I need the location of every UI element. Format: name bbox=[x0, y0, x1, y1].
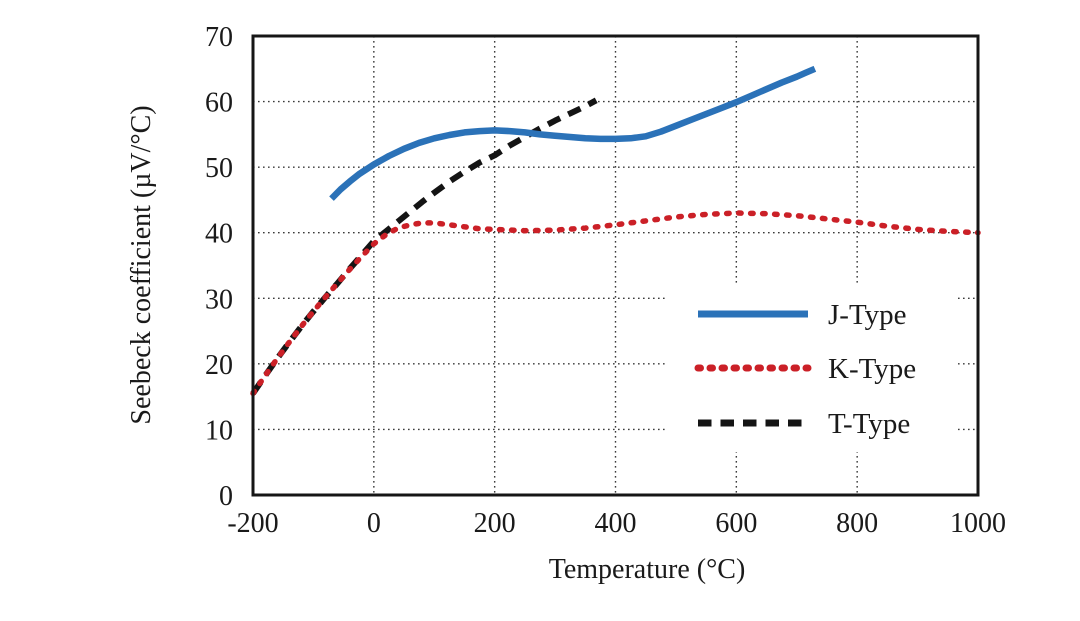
x-tick-label-1000: 1000 bbox=[950, 508, 1006, 539]
legend: J-Type K-Type T-Type bbox=[694, 299, 916, 440]
x-tick-label-200: 200 bbox=[474, 508, 516, 539]
series-line-k-type bbox=[250, 210, 981, 397]
y-tick-label-30: 30 bbox=[205, 284, 233, 315]
x-axis-title: Temperature (°C) bbox=[549, 554, 746, 585]
y-tick-label-40: 40 bbox=[205, 219, 233, 250]
y-tick-label-70: 70 bbox=[205, 22, 233, 53]
x-tick-label-400: 400 bbox=[595, 508, 637, 539]
x-tick-label-600: 600 bbox=[715, 508, 757, 539]
x-tick-label-800: 800 bbox=[836, 508, 878, 539]
y-tick-label-10: 10 bbox=[205, 415, 233, 446]
x-tick-label-0: 0 bbox=[367, 508, 381, 539]
series-line-j-type bbox=[329, 65, 817, 201]
legend-label-j-type: J-Type bbox=[828, 299, 907, 331]
y-axis-title: Seebeck coefficient (µV/°C) bbox=[126, 105, 157, 424]
y-tick-label-20: 20 bbox=[205, 350, 233, 381]
legend-label-k-type: K-Type bbox=[828, 353, 916, 385]
x-tick-label--200: -200 bbox=[227, 508, 278, 539]
plot-border bbox=[251, 34, 980, 497]
y-tick-label-0: 0 bbox=[219, 481, 233, 512]
y-tick-label-50: 50 bbox=[205, 153, 233, 184]
y-tick-label-60: 60 bbox=[205, 88, 233, 119]
legend-label-t-type: T-Type bbox=[828, 408, 910, 440]
gridlines bbox=[253, 36, 978, 495]
